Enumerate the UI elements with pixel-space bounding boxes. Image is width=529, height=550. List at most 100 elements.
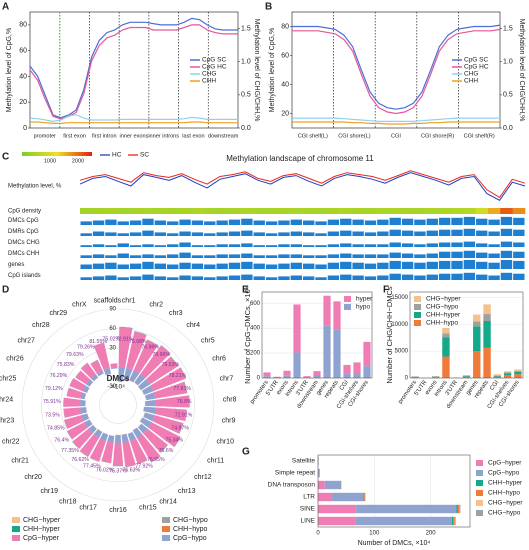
track-bar bbox=[377, 275, 389, 280]
legend-swatch bbox=[476, 480, 483, 486]
bar-segment bbox=[318, 516, 356, 526]
polar-bar bbox=[89, 419, 93, 425]
polar-bar bbox=[140, 345, 171, 379]
percent-label: 74.85% bbox=[47, 425, 65, 431]
track-bar bbox=[265, 277, 278, 280]
y-tick-label: 80 bbox=[19, 22, 27, 29]
track-bar bbox=[241, 274, 253, 280]
track-bar bbox=[167, 221, 179, 225]
polar-bar bbox=[97, 429, 103, 433]
legend-label: CpG−hypo bbox=[173, 535, 207, 542]
track-bar bbox=[179, 252, 191, 258]
track-bar bbox=[451, 242, 463, 247]
track-bar bbox=[228, 254, 241, 258]
polar-bar bbox=[105, 373, 112, 376]
track-bar bbox=[488, 244, 500, 247]
polar-bar bbox=[86, 379, 94, 387]
track-bar bbox=[191, 263, 204, 269]
percent-label: 76.02% bbox=[96, 467, 114, 473]
percent-label: 76.62% bbox=[71, 457, 89, 463]
track-bar bbox=[92, 263, 105, 269]
category-label: chr22 bbox=[2, 438, 20, 445]
track-bar bbox=[389, 260, 401, 269]
density-cell bbox=[512, 208, 526, 214]
polar-bar bbox=[160, 444, 168, 453]
legend-label: CpG−hypo bbox=[488, 470, 520, 477]
polar-bar bbox=[67, 422, 88, 440]
polar-bar bbox=[80, 399, 86, 407]
category-label: chr7 bbox=[220, 376, 234, 383]
category-label: chr23 bbox=[0, 418, 14, 425]
polar-bar bbox=[103, 432, 109, 435]
methylation-line bbox=[79, 172, 526, 201]
category-label: chr16 bbox=[109, 507, 127, 514]
track-bar bbox=[228, 262, 241, 269]
bar-segment bbox=[333, 329, 341, 378]
track-bar bbox=[303, 232, 315, 236]
legend-label: hyper bbox=[356, 296, 373, 303]
percent-label: 79.63% bbox=[66, 352, 84, 358]
track-bar bbox=[290, 275, 302, 280]
polar-bar bbox=[80, 362, 88, 369]
density-cell bbox=[438, 208, 452, 214]
bar-segment bbox=[318, 504, 357, 514]
track-bar bbox=[513, 273, 525, 280]
track-bar bbox=[290, 254, 302, 258]
legend-swatch bbox=[414, 312, 421, 318]
y-axis-title: Methylation level of CpG,% bbox=[6, 28, 13, 112]
track-bar bbox=[488, 275, 500, 280]
percent-label: 73.5% bbox=[45, 412, 60, 418]
category-label: chrX bbox=[72, 302, 87, 309]
bar-segment bbox=[503, 375, 512, 378]
series-line bbox=[30, 121, 238, 124]
bar-segment bbox=[356, 504, 457, 514]
region-label: CGI shelf(L) bbox=[298, 133, 328, 139]
polar-bar bbox=[134, 382, 139, 386]
track-label: Methylation level, % bbox=[8, 184, 62, 190]
region-label: CGI bbox=[391, 133, 401, 139]
track-bar bbox=[389, 252, 401, 258]
polar-bar bbox=[80, 362, 96, 379]
polar-bar bbox=[92, 424, 97, 429]
polar-bar bbox=[139, 417, 143, 422]
bar-segment bbox=[442, 333, 450, 338]
percent-label: 74.87% bbox=[171, 425, 189, 431]
track-bar bbox=[340, 218, 352, 225]
legend-label: HC bbox=[112, 152, 122, 159]
track-bar bbox=[204, 255, 216, 258]
bar-segment bbox=[364, 492, 366, 502]
polar-bar bbox=[144, 395, 147, 401]
polar-bar bbox=[170, 356, 179, 367]
bar-segment bbox=[473, 326, 481, 352]
percent-label: 81.55% bbox=[89, 339, 107, 345]
polar-bar bbox=[101, 461, 112, 464]
track-bar bbox=[191, 232, 204, 236]
track-bar bbox=[142, 230, 154, 236]
density-cell bbox=[500, 208, 513, 214]
track-bar bbox=[80, 233, 92, 236]
polar-bar bbox=[90, 374, 99, 382]
track-bar bbox=[327, 231, 340, 236]
density-cell bbox=[426, 208, 439, 214]
track-bar bbox=[117, 264, 129, 269]
track-bar bbox=[105, 262, 117, 269]
polar-bar bbox=[151, 455, 161, 463]
track-bar bbox=[389, 217, 401, 225]
track-bar bbox=[377, 219, 389, 225]
region-label: CGI shore(L) bbox=[338, 133, 370, 139]
category-label: chr28 bbox=[32, 322, 50, 329]
track-bar bbox=[154, 220, 167, 225]
r-tick-label: 90 bbox=[109, 307, 116, 313]
category-label: chr10 bbox=[216, 438, 234, 445]
polar-bar bbox=[150, 367, 186, 392]
bar-segment bbox=[293, 352, 301, 378]
category-label: chr19 bbox=[41, 488, 59, 495]
legend-label: CpG−hyper bbox=[23, 535, 60, 542]
y-tick-label: 60 bbox=[281, 52, 289, 59]
category-label: chr26 bbox=[6, 356, 24, 363]
track-bar bbox=[340, 253, 352, 258]
legend-swatch bbox=[476, 460, 483, 466]
track-bar bbox=[129, 255, 142, 258]
track-bar bbox=[426, 261, 438, 269]
percent-label: 76.8% bbox=[177, 399, 192, 405]
